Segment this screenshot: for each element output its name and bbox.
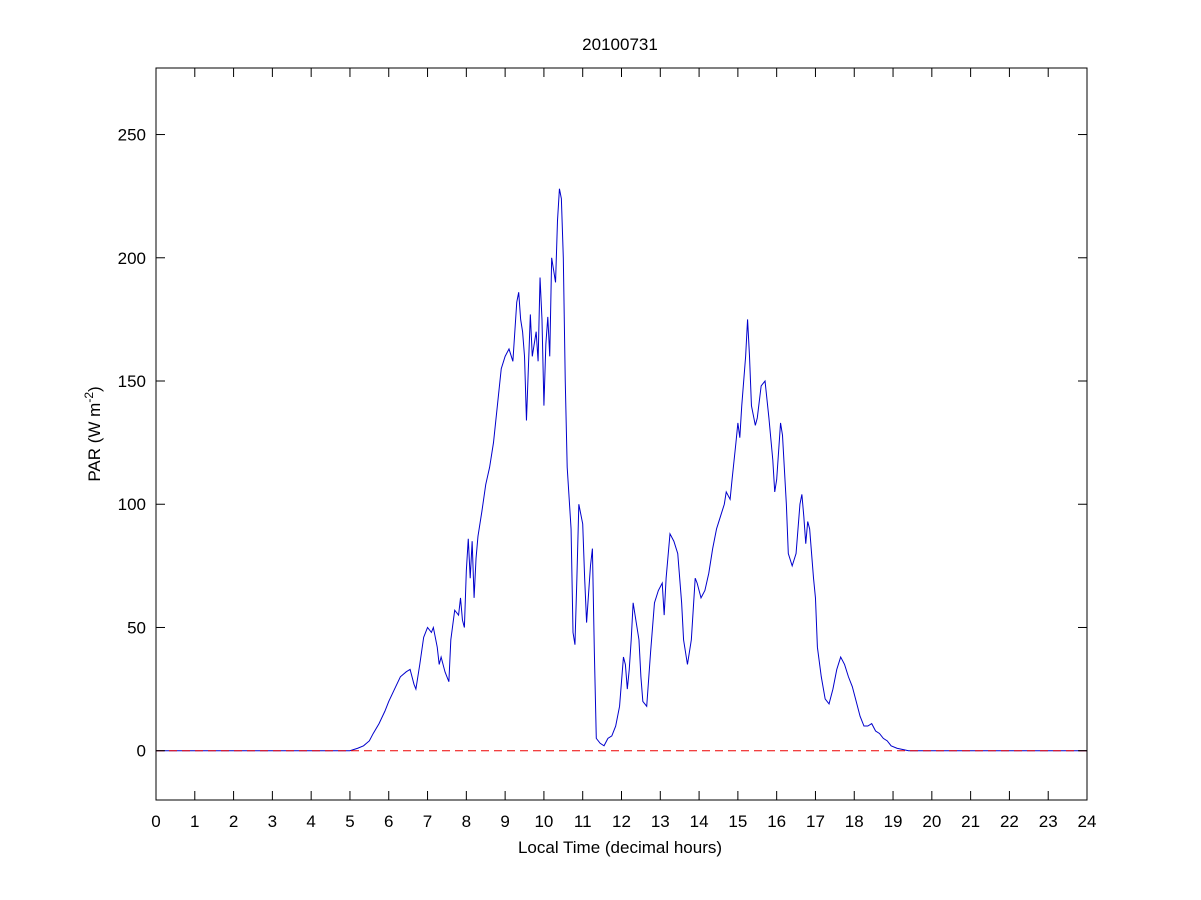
y-tick-label: 150 bbox=[118, 372, 146, 391]
x-tick-label: 9 bbox=[500, 812, 509, 831]
x-tick-label: 1 bbox=[190, 812, 199, 831]
x-tick-label: 22 bbox=[1000, 812, 1019, 831]
x-tick-label: 2 bbox=[229, 812, 238, 831]
chart-title: 20100731 bbox=[582, 35, 658, 54]
x-axis-label: Local Time (decimal hours) bbox=[518, 838, 722, 857]
x-tick-label: 3 bbox=[268, 812, 277, 831]
x-axis: 0 1 2 3 4 5 6 7 8 9 10 11 12 13 14 15 16 17 18 19 20 21 22 23 24 bbox=[151, 68, 1096, 831]
x-tick-label: 11 bbox=[574, 812, 592, 831]
x-tick-label: 13 bbox=[651, 812, 670, 831]
plot-area-frame bbox=[155, 67, 1088, 801]
x-tick-label: 7 bbox=[423, 812, 432, 831]
x-tick-label: 18 bbox=[845, 812, 864, 831]
x-tick-label: 15 bbox=[728, 812, 747, 831]
series-layer bbox=[156, 188, 1087, 752]
x-tick-label: 0 bbox=[151, 812, 160, 831]
x-tick-label: 24 bbox=[1078, 812, 1097, 831]
x-tick-label: 5 bbox=[345, 812, 354, 831]
x-tick-label: 21 bbox=[961, 812, 980, 831]
y-tick-label: 0 bbox=[137, 742, 146, 761]
y-tick-label: 100 bbox=[118, 495, 146, 514]
x-tick-label: 19 bbox=[884, 812, 903, 831]
x-tick-label: 8 bbox=[462, 812, 471, 831]
y-axis: 0 50 100 150 200 250 bbox=[118, 126, 1087, 761]
x-tick-label: 23 bbox=[1039, 812, 1058, 831]
x-tick-label: 16 bbox=[767, 812, 786, 831]
x-tick-label: 6 bbox=[384, 812, 393, 831]
par-series-line bbox=[156, 188, 1087, 752]
y-tick-label: 50 bbox=[127, 618, 146, 637]
y-axis-label-superscript: -2 bbox=[82, 392, 96, 403]
x-tick-label: 20 bbox=[922, 812, 941, 831]
x-tick-label: 17 bbox=[806, 812, 825, 831]
x-tick-label: 14 bbox=[690, 812, 709, 831]
y-axis-label-suffix: ) bbox=[85, 386, 104, 392]
y-tick-label: 200 bbox=[118, 249, 146, 268]
x-tick-label: 4 bbox=[306, 812, 315, 831]
x-tick-label: 10 bbox=[534, 812, 553, 831]
y-axis-label-main: PAR (W m bbox=[85, 403, 104, 482]
x-tick-label: 12 bbox=[612, 812, 631, 831]
y-tick-label: 250 bbox=[118, 126, 146, 145]
y-axis-label: PAR (W m-2) bbox=[82, 386, 104, 481]
